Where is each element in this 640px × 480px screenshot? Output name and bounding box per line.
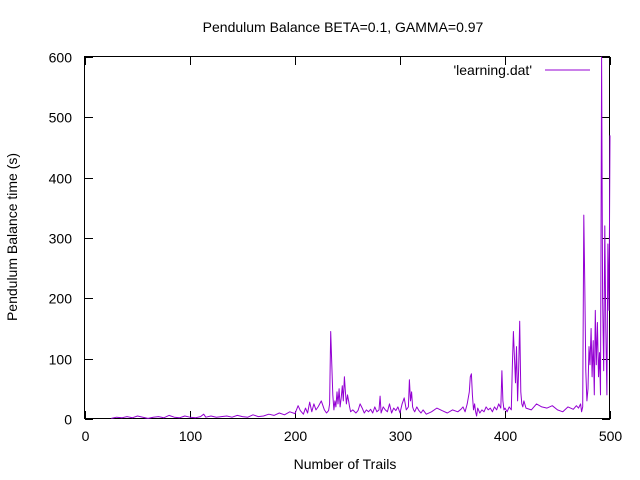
y-tick-label: 500 bbox=[49, 110, 73, 126]
x-tick-label: 200 bbox=[284, 428, 308, 444]
y-tick-label: 0 bbox=[64, 412, 72, 428]
x-tick-label: 100 bbox=[179, 428, 203, 444]
x-axis-label: Number of Trails bbox=[294, 456, 397, 472]
series-layer bbox=[111, 56, 611, 419]
y-tick-label: 200 bbox=[49, 291, 73, 307]
y-tick-label: 100 bbox=[49, 352, 73, 368]
y-tick-label: 600 bbox=[49, 50, 73, 66]
x-tick-label: 400 bbox=[494, 428, 518, 444]
y-axis-label: Pendulum Balance time (s) bbox=[4, 153, 20, 321]
x-tick-label: 0 bbox=[82, 428, 90, 444]
axis-ticks: 0 100 200 300 400 500 0 100 200 300 400 500 600 bbox=[49, 50, 623, 445]
x-tick-label: 300 bbox=[389, 428, 413, 444]
legend: 'learning.dat' bbox=[453, 62, 590, 78]
series-line bbox=[111, 56, 611, 419]
y-tick-label: 400 bbox=[49, 171, 73, 187]
chart-title: Pendulum Balance BETA=0.1, GAMMA=0.97 bbox=[203, 19, 484, 35]
plot-frame bbox=[84, 56, 610, 419]
y-tick-label: 300 bbox=[49, 231, 73, 247]
legend-label: 'learning.dat' bbox=[453, 62, 532, 78]
x-tick-label: 500 bbox=[599, 428, 623, 444]
